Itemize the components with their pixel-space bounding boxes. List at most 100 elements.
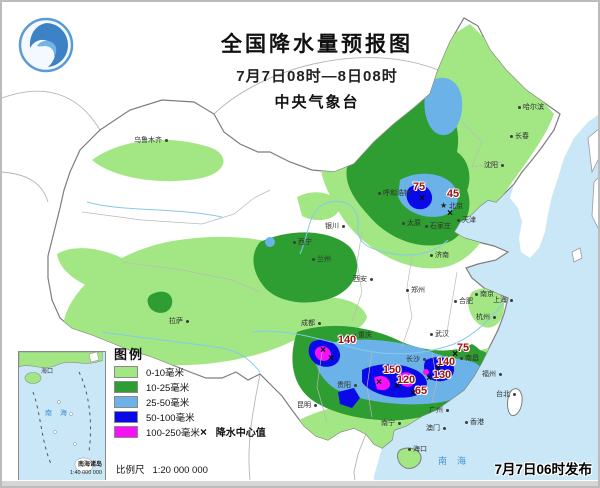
legend-item: 100-250毫米 bbox=[114, 424, 200, 439]
city-dot-icon bbox=[430, 254, 433, 257]
precip-center-x-icon: × bbox=[328, 353, 334, 364]
legend-item-label: 25-50毫米 bbox=[146, 397, 190, 409]
city-dot-icon bbox=[430, 333, 433, 336]
sea-name-label: 南海 bbox=[438, 456, 477, 466]
precip-center-x-icon: × bbox=[320, 345, 326, 356]
inset-sea-label: 南海 bbox=[45, 410, 75, 417]
legend-swatch bbox=[114, 395, 138, 408]
precipitation-layers bbox=[57, 24, 554, 448]
city-dot-icon bbox=[186, 320, 189, 323]
city-label: 昆明 bbox=[297, 402, 311, 409]
map-title: 全国降水量预报图 bbox=[221, 33, 413, 56]
city-dot-icon bbox=[408, 448, 411, 451]
city-dot-icon bbox=[460, 357, 463, 360]
legend: 图例 0-10毫米 10-25毫米 25-50毫米 50-100毫米 100-250毫米… bbox=[114, 344, 314, 476]
precip-center-x-icon: × bbox=[452, 349, 458, 360]
city-label: 贵阳 bbox=[337, 382, 351, 389]
precip-center-value: 140 bbox=[337, 334, 357, 346]
capital-star-icon: ★ bbox=[440, 201, 448, 210]
city-dot-icon bbox=[312, 258, 315, 261]
city-label: 郑州 bbox=[411, 287, 425, 294]
legend-item-label: 0-10毫米 bbox=[146, 367, 185, 379]
city-dot-icon bbox=[510, 299, 513, 302]
precip-center-x-icon: × bbox=[394, 381, 400, 392]
precip-center-value: 45 bbox=[446, 188, 460, 200]
scale-value: 1:20 000 000 bbox=[152, 465, 208, 476]
city-label: 南昌 bbox=[465, 355, 479, 362]
city-label: 长沙 bbox=[406, 356, 420, 363]
city-dot-icon bbox=[165, 139, 168, 142]
precip-center-x-icon: × bbox=[419, 193, 425, 204]
city-label: 福州 bbox=[482, 371, 496, 378]
inset-name: 南海诸岛 bbox=[77, 462, 102, 468]
city-dot-icon bbox=[353, 334, 356, 337]
precip-center-x-icon: × bbox=[435, 363, 441, 374]
province-borders bbox=[81, 121, 503, 423]
x-marker-icon: × bbox=[200, 425, 208, 439]
precip-center-value: 130 bbox=[432, 369, 452, 381]
precip-center-value: 150 bbox=[382, 364, 402, 376]
precip-center-value: 75 bbox=[456, 342, 470, 354]
legend-item: 50-100毫米 bbox=[114, 409, 195, 424]
city-label: 海口 bbox=[413, 446, 427, 453]
city-dot-icon bbox=[318, 322, 321, 325]
city-dot-icon bbox=[518, 106, 521, 109]
city-label: 重庆 bbox=[358, 332, 372, 339]
city-dot-icon bbox=[370, 278, 373, 281]
precip-center-x-icon: × bbox=[376, 377, 382, 388]
legend-title: 图例 bbox=[114, 347, 145, 362]
cma-logo-graphic bbox=[18, 17, 74, 73]
south-china-sea-inset: 海口 南海 南海诸岛 1:40 000 000 bbox=[18, 351, 106, 481]
city-label: 乌鲁木齐 bbox=[134, 137, 162, 144]
city-label: 天津 bbox=[462, 217, 476, 224]
legend-center-marker: × 降水中心值 bbox=[200, 424, 266, 439]
legend-item-label: 10-25毫米 bbox=[146, 382, 190, 394]
city-dot-icon bbox=[378, 192, 381, 195]
city-label: 香港 bbox=[470, 419, 484, 426]
japan-islands bbox=[571, 129, 598, 263]
city-label: 济南 bbox=[435, 252, 449, 259]
city-label: 拉萨 bbox=[169, 318, 183, 325]
city-dot-icon bbox=[406, 289, 409, 292]
city-label: 西安 bbox=[353, 276, 367, 283]
legend-item-label: 100-250毫米 bbox=[146, 427, 200, 439]
city-label: 兰州 bbox=[317, 256, 331, 263]
city-label: 台北 bbox=[496, 391, 510, 398]
city-label: 广州 bbox=[429, 407, 443, 414]
legend-swatch bbox=[114, 380, 138, 393]
city-dot-icon bbox=[354, 384, 357, 387]
map-period: 7月7日08时—8日08时 bbox=[236, 68, 398, 85]
scale-label: 比例尺 bbox=[116, 465, 145, 476]
inset-scale: 1:40 000 000 bbox=[69, 470, 102, 476]
city-label: 北京 bbox=[449, 203, 463, 210]
legend-swatch bbox=[114, 365, 138, 378]
hainan-island bbox=[397, 447, 422, 469]
legend-swatch bbox=[114, 410, 138, 423]
precip-center-value: 65 bbox=[414, 385, 428, 397]
city-dot-icon bbox=[293, 241, 296, 244]
city-dot-icon bbox=[465, 421, 468, 424]
city-dot-icon bbox=[454, 300, 457, 303]
rivers bbox=[86, 200, 507, 373]
city-label: 呼和浩特 bbox=[383, 190, 411, 197]
legend-item: 0-10毫米 bbox=[114, 364, 184, 379]
city-dot-icon bbox=[398, 422, 401, 425]
city-dot-icon bbox=[342, 225, 345, 228]
city-dot-icon bbox=[510, 135, 513, 138]
city-dot-icon bbox=[446, 409, 449, 412]
city-label: 银川 bbox=[325, 223, 339, 230]
legend-item-label: 50-100毫米 bbox=[146, 412, 195, 424]
legend-swatch bbox=[114, 425, 138, 438]
inset-city-haikou: 海口 bbox=[41, 369, 54, 375]
city-label: 澳门 bbox=[426, 425, 440, 432]
city-dot-icon bbox=[457, 219, 460, 222]
city-dot-icon bbox=[493, 316, 496, 319]
precip-center-x-icon: × bbox=[447, 208, 453, 219]
city-label: 太原 bbox=[407, 220, 421, 227]
city-label: 西宁 bbox=[298, 239, 312, 246]
city-label: 南宁 bbox=[381, 420, 395, 427]
cma-logo bbox=[17, 16, 75, 74]
taiwan-island bbox=[507, 388, 523, 417]
